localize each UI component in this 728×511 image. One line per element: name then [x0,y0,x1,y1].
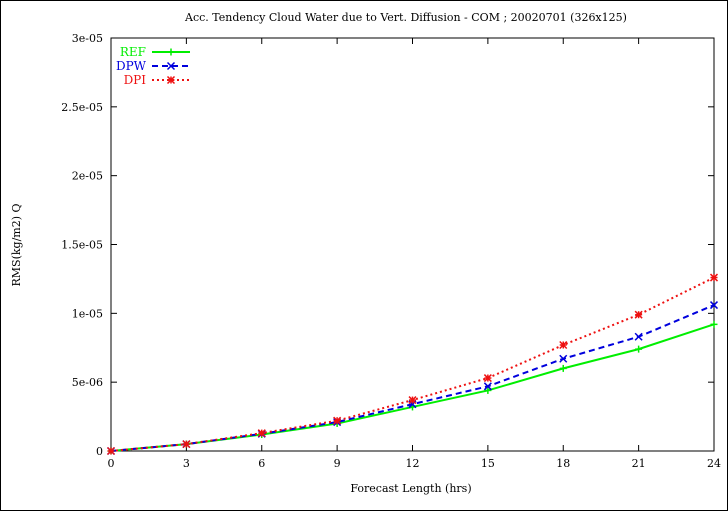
data-point-plus [710,320,718,328]
y-tick-label: 1.5e-05 [61,239,103,252]
x-tick-label: 9 [334,457,341,470]
data-point-star [166,75,176,85]
x-tick-label: 15 [481,457,495,470]
y-tick-label: 0 [96,445,103,458]
data-point-cross [559,354,568,363]
data-point-star [634,310,643,319]
x-tick-label: 18 [556,457,570,470]
y-tick-label: 3e-05 [72,32,103,45]
data-point-star [257,429,266,438]
data-point-star [408,396,417,405]
x-tick-label: 0 [108,457,115,470]
legend-label-dpi: DPI [124,73,147,87]
x-tick-label: 3 [183,457,190,470]
legend-label-ref: REF [120,45,146,59]
data-point-cross [166,61,176,71]
series-layer [106,273,719,456]
x-tick-label: 21 [632,457,646,470]
data-point-plus [167,48,175,56]
y-tick-label: 2e-05 [72,170,103,183]
legend-label-dpw: DPW [116,59,147,73]
axis-ticks: 0 3 6 9 12 15 18 21 24 0 5e-06 1e-05 1.5e-05 2e-05 2.5… [61,32,721,470]
data-point-star [483,374,492,383]
x-tick-label: 24 [707,457,721,470]
data-point-plus [559,364,567,372]
x-axis-label: Forecast Length (hrs) [350,482,471,495]
data-point-plus [484,386,492,394]
x-tick-label: 12 [406,457,420,470]
data-point-star [333,416,342,425]
data-point-cross [483,382,492,391]
chart-title: Acc. Tendency Cloud Water due to Vert. D… [184,11,627,24]
x-tick-label: 6 [258,457,265,470]
data-point-star [709,273,719,282]
data-point-cross [709,301,719,310]
data-point-star [106,446,116,456]
y-tick-label: 5e-06 [72,376,103,389]
y-axis-label: RMS(kg/m2) Q [10,203,23,286]
data-point-cross [634,332,643,341]
data-point-plus [635,345,643,353]
y-tick-label: 1e-05 [72,307,103,320]
data-point-star [559,340,568,350]
data-point-star [182,440,191,449]
y-tick-label: 2.5e-05 [61,101,103,114]
series-markers-dpi [106,273,719,456]
